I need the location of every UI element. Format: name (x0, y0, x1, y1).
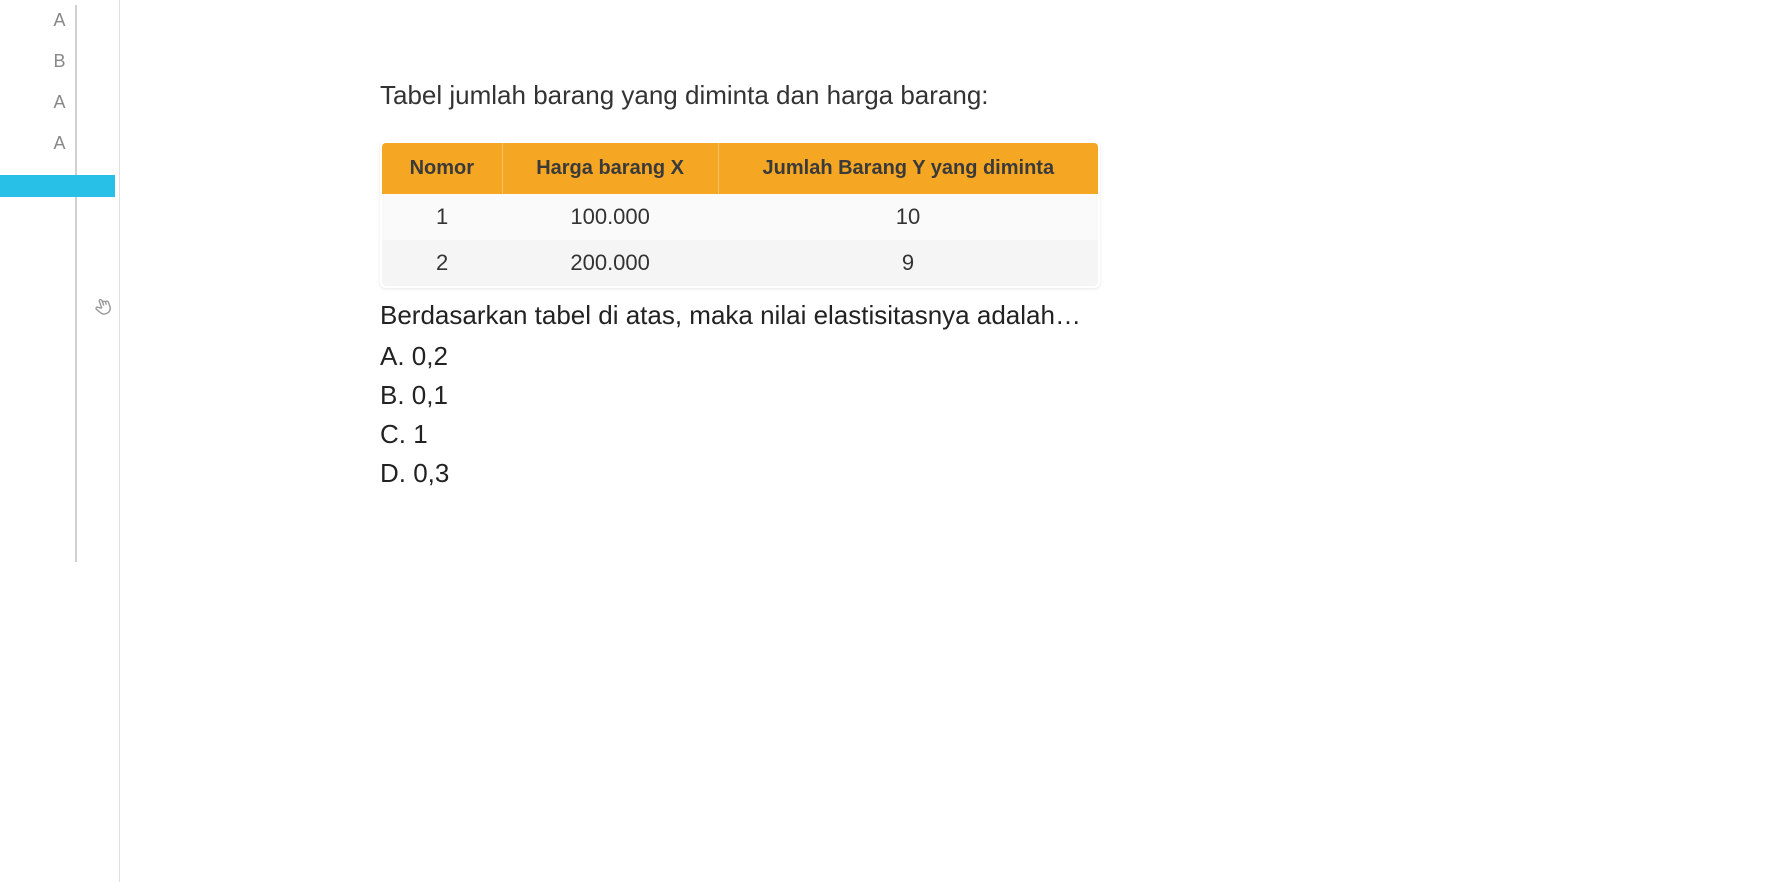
column-header-jumlah: Jumlah Barang Y yang diminta (718, 142, 1099, 194)
intro-text: Tabel jumlah barang yang diminta dan har… (380, 80, 1725, 111)
sidebar: A B A A C (0, 0, 120, 882)
option-c[interactable]: C. 1 (380, 415, 1725, 454)
cell-jumlah: 9 (718, 240, 1099, 287)
answer-options: A. 0,2 B. 0,1 C. 1 D. 0,3 (380, 337, 1725, 493)
cell-nomor: 2 (381, 240, 502, 287)
cell-harga: 100.000 (502, 194, 718, 240)
table-row: 2 200.000 9 (381, 240, 1099, 287)
option-d[interactable]: D. 0,3 (380, 454, 1725, 493)
question-text: Berdasarkan tabel di atas, maka nilai el… (380, 300, 1725, 331)
table-header-row: Nomor Harga barang X Jumlah Barang Y yan… (381, 142, 1099, 194)
cell-nomor: 1 (381, 194, 502, 240)
main-content: Tabel jumlah barang yang diminta dan har… (120, 0, 1765, 882)
option-b[interactable]: B. 0,1 (380, 376, 1725, 415)
column-header-nomor: Nomor (381, 142, 502, 194)
hand-cursor-icon (91, 292, 121, 326)
cell-jumlah: 10 (718, 194, 1099, 240)
progress-bar (0, 175, 115, 197)
option-a[interactable]: A. 0,2 (380, 337, 1725, 376)
sidebar-divider (75, 5, 77, 562)
sidebar-letter: B (50, 51, 70, 72)
cell-harga: 200.000 (502, 240, 718, 287)
sidebar-letter: A (50, 133, 70, 154)
column-header-harga: Harga barang X (502, 142, 718, 194)
sidebar-letter-list: A B A A C (0, 10, 119, 195)
sidebar-letter: A (50, 10, 70, 31)
price-quantity-table: Nomor Harga barang X Jumlah Barang Y yan… (380, 141, 1100, 288)
table-row: 1 100.000 10 (381, 194, 1099, 240)
sidebar-letter: A (50, 92, 70, 113)
